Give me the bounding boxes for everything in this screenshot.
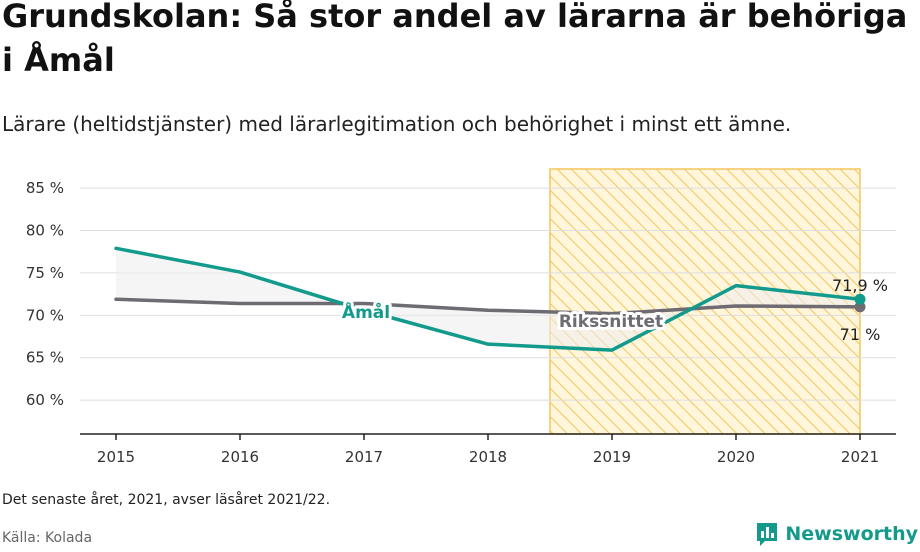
bar-chart-speech-bubble-icon [757, 523, 778, 546]
rikssnittet-line [114, 297, 862, 316]
y-tick-label: 75 % [26, 264, 64, 282]
line-chart: 60 % 65 % 70 % 75 % 80 % 85 % 2015 2016 2017 201… [26, 168, 896, 466]
chart-subtitle: Lärare (heltidstjänster) med lärarlegiti… [2, 112, 792, 136]
rikssnittet-end-point [854, 301, 866, 313]
y-tick-label: 70 % [26, 306, 64, 324]
amal-line [114, 246, 862, 352]
y-tick-label: 80 % [26, 222, 64, 240]
brand-name: Newsworthy [785, 523, 918, 545]
y-tick-label: 85 % [26, 179, 64, 197]
y-tick-label: 65 % [26, 349, 64, 367]
chart-title: Grundskolan: Så stor andel av lärarna är… [2, 0, 908, 79]
rikssnittet-series-label-text: Rikssnittet [559, 312, 663, 332]
amal-end-point [854, 293, 866, 305]
rikssnittet-series-label-halo: Rikssnittet [559, 312, 663, 332]
x-tick-label: 2021 [841, 448, 879, 466]
x-tick-label: 2019 [593, 448, 631, 466]
x-tick-label: 2018 [469, 448, 507, 466]
rikssnittet-end-value: 71 % [840, 325, 881, 344]
y-tick-label: 60 % [26, 391, 64, 409]
x-tick-label: 2016 [221, 448, 259, 466]
source-credit: Källa: Kolada [2, 530, 93, 546]
x-tick-label: 2015 [97, 448, 135, 466]
x-tick-label: 2017 [345, 448, 383, 466]
amal-series-label-text: Åmål [342, 300, 390, 323]
newsworthy-logo[interactable]: Newsworthy [755, 520, 918, 548]
amal-end-value: 71,9 % [832, 276, 888, 295]
x-tick-label: 2020 [717, 448, 755, 466]
footnote: Det senaste året, 2021, avser läsåret 20… [2, 492, 331, 508]
